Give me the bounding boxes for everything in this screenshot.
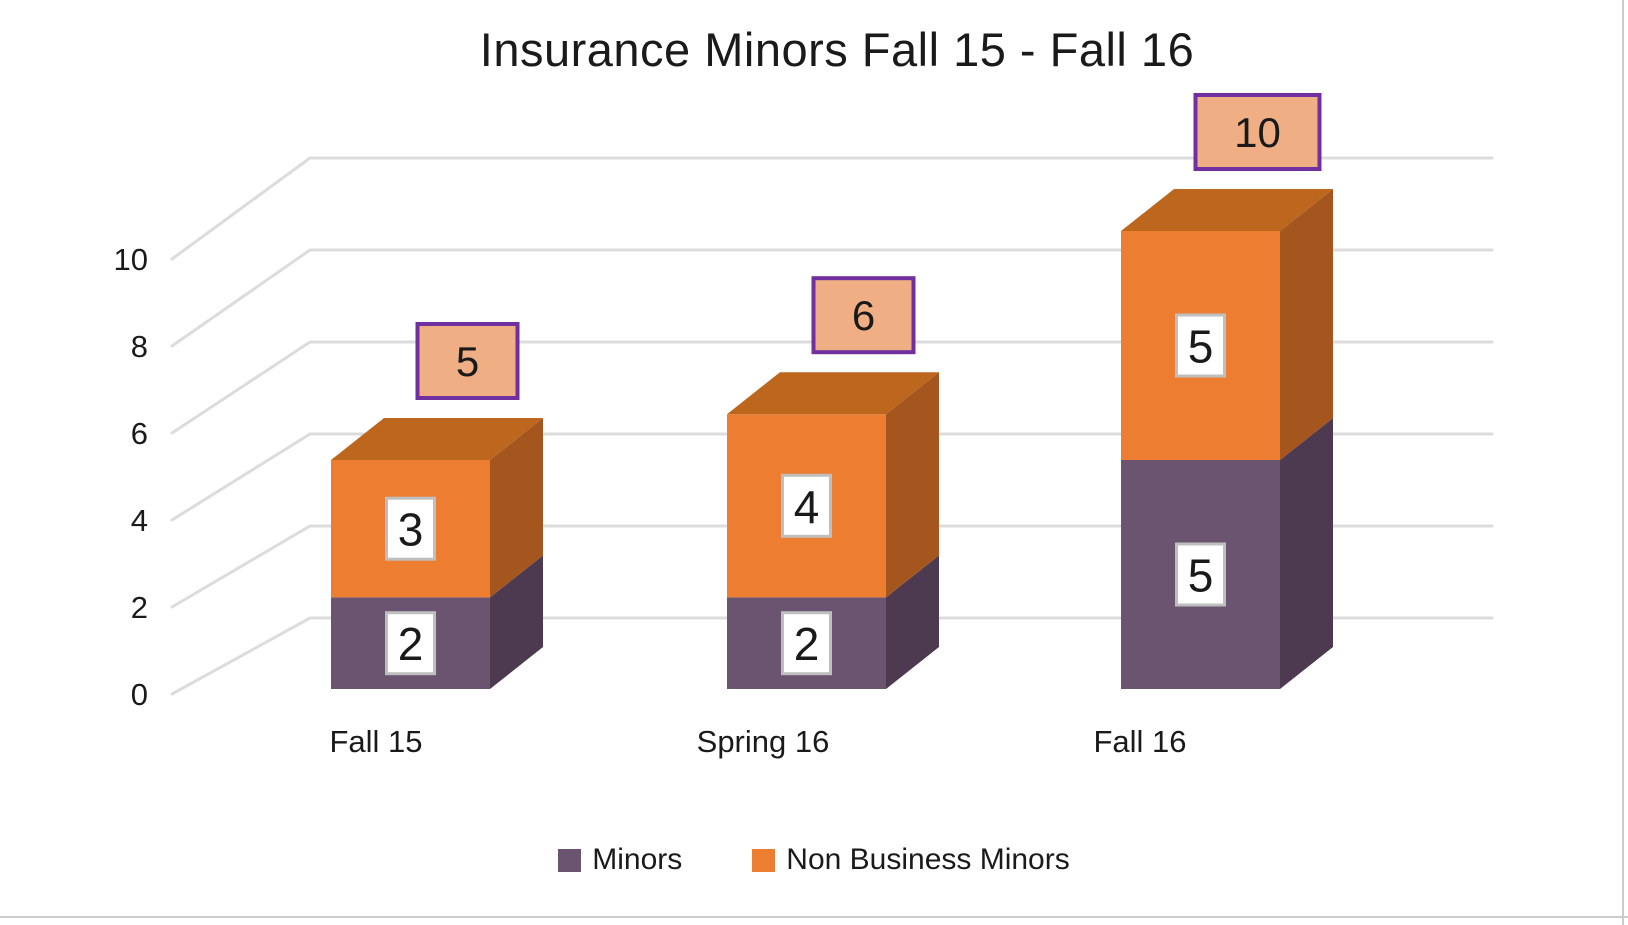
bar-fall-16-top-face[interactable] — [1121, 189, 1333, 231]
total-label-spring-16: 6 — [852, 292, 875, 339]
value-label-box-fall-16-non-business-minors[interactable] — [1175, 313, 1226, 378]
bar-fall-16-non-business-minors-side[interactable] — [1280, 189, 1333, 460]
legend-entry-non-business-minors[interactable]: Non Business Minors — [752, 843, 1070, 877]
legend: Minors Non Business Minors — [0, 843, 1628, 877]
legend-swatch-non-business-minors-icon — [752, 848, 776, 872]
bar-spring-16-top-face[interactable] — [727, 372, 939, 415]
value-label-box-fall-15-minors[interactable] — [385, 611, 436, 676]
total-label-box-fall-15[interactable] — [415, 322, 520, 400]
gridline-8 — [170, 248, 1494, 348]
gridline-0 — [170, 616, 1494, 696]
y-axis-tick-label-10: 10 — [114, 242, 148, 277]
value-label-fall-16-minors: 5 — [1188, 550, 1214, 602]
y-axis-tick-label-8: 8 — [131, 329, 148, 364]
chart-title: Insurance Minors Fall 15 - Fall 16 — [479, 23, 1195, 76]
bar-spring-16-non-business-minors-side[interactable] — [886, 372, 939, 598]
y-axis-tick-label-4: 4 — [131, 503, 148, 538]
x-axis-label-spring-16: Spring 16 — [697, 724, 830, 759]
bar-fall-15-top-face[interactable] — [331, 418, 543, 460]
value-label-spring-16-minors: 2 — [794, 618, 820, 670]
bar-spring-16-minors-side[interactable] — [886, 555, 939, 689]
value-label-fall-16-non-business-minors: 5 — [1188, 321, 1214, 373]
y-axis-tick-label-0: 0 — [131, 677, 148, 712]
legend-label-non-business-minors: Non Business Minors — [786, 843, 1070, 876]
value-label-box-spring-16-non-business-minors[interactable] — [781, 473, 832, 538]
gridline-4 — [170, 432, 1494, 522]
bar-fall-15-minors-side[interactable] — [490, 555, 543, 689]
total-label-fall-15: 5 — [456, 338, 479, 385]
chart-frame-bottom-border — [0, 916, 1628, 918]
value-label-fall-15-minors: 2 — [398, 618, 424, 670]
legend-swatch-minors-icon — [558, 848, 582, 872]
y-axis-tick-label-2: 2 — [131, 590, 148, 625]
legend-label-minors: Minors — [592, 843, 683, 876]
value-label-fall-15-non-business-minors: 3 — [398, 504, 424, 556]
value-label-box-spring-16-minors[interactable] — [781, 611, 832, 676]
value-label-box-fall-16-minors[interactable] — [1175, 542, 1226, 607]
chart-frame-right-border — [1622, 0, 1624, 925]
bar-fall-15-non-business-minors-side[interactable] — [490, 418, 543, 598]
total-label-fall-16: 10 — [1234, 109, 1281, 156]
gridline-10 — [170, 156, 1494, 261]
total-label-box-spring-16[interactable] — [811, 276, 916, 355]
x-axis-label-fall-15: Fall 15 — [329, 724, 422, 759]
gridline-6 — [170, 340, 1494, 435]
gridline-2 — [170, 524, 1494, 609]
total-label-box-fall-16[interactable] — [1193, 93, 1322, 171]
value-label-spring-16-non-business-minors: 4 — [794, 481, 820, 533]
y-axis-tick-label-6: 6 — [131, 416, 148, 451]
x-axis-label-fall-16: Fall 16 — [1093, 724, 1186, 759]
value-label-box-fall-15-non-business-minors[interactable] — [385, 496, 436, 561]
bar-fall-16-minors-side[interactable] — [1280, 418, 1333, 689]
legend-entry-minors[interactable]: Minors — [558, 843, 682, 877]
